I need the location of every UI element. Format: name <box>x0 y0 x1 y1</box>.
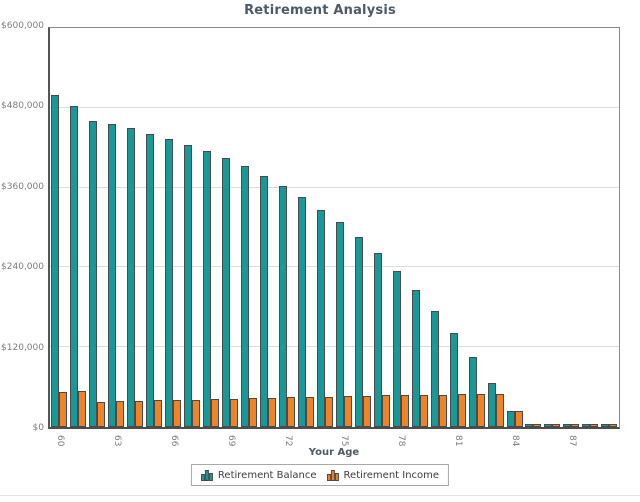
income-bar-age-70 <box>248 398 257 427</box>
y-axis-tick-label: $480,000 <box>1 101 44 112</box>
income-bar-age-63 <box>116 401 125 427</box>
y-axis-tick-label: $600,000 <box>1 21 44 31</box>
balance-bar-age-66 <box>165 139 174 427</box>
balance-bar-age-65 <box>146 133 155 427</box>
balance-bar-age-72 <box>278 186 287 427</box>
income-bar-age-85 <box>533 424 542 427</box>
balance-bar-age-85 <box>525 424 534 427</box>
income-bar-age-71 <box>267 397 276 427</box>
balance-bar-age-81 <box>449 333 458 427</box>
income-bar-age-73 <box>305 397 314 427</box>
balance-bar-age-78 <box>392 271 401 427</box>
legend: Retirement Balance Retirement Income <box>190 464 450 486</box>
balance-bar-age-75 <box>335 222 344 427</box>
x-axis-tick-label: 72 <box>282 435 293 447</box>
x-axis-tick-label: 81 <box>453 435 464 447</box>
legend-label-income: Retirement Income <box>343 469 440 481</box>
income-bar-age-81 <box>457 394 466 427</box>
balance-bar-age-89 <box>601 424 610 427</box>
plot-area <box>48 27 620 429</box>
balance-bar-age-61 <box>70 106 79 427</box>
y-axis-tick-label: $120,000 <box>1 342 44 353</box>
balance-bar-age-87 <box>563 424 572 427</box>
balance-bar-age-82 <box>468 357 477 427</box>
legend-item-balance: Retirement Balance <box>200 469 317 481</box>
x-axis-tick-label: 63 <box>111 435 122 447</box>
income-bar-age-64 <box>135 400 144 427</box>
income-bar-age-87 <box>571 424 580 427</box>
income-bar-age-82 <box>476 394 485 427</box>
y-axis-tick-label: $240,000 <box>1 262 44 273</box>
income-bar-age-77 <box>381 395 390 427</box>
income-bar-age-78 <box>400 394 409 427</box>
income-bar-age-88 <box>590 424 599 427</box>
divider <box>0 495 640 496</box>
balance-bar-age-86 <box>544 424 553 427</box>
income-bar-age-72 <box>286 397 295 427</box>
balance-bar-age-69 <box>222 158 230 427</box>
legend-item-income: Retirement Income <box>326 469 440 481</box>
income-bar-age-84 <box>514 411 523 427</box>
income-bar-age-74 <box>324 396 333 427</box>
balance-bar-age-80 <box>430 311 439 427</box>
balance-bar-age-64 <box>127 127 136 427</box>
income-bar-age-86 <box>552 424 561 427</box>
income-bar-age-83 <box>495 394 504 427</box>
income-bar-age-61 <box>78 391 87 427</box>
gridline <box>50 346 619 348</box>
income-bar-age-65 <box>154 400 163 427</box>
y-axis-tick-label: $0 <box>32 423 44 433</box>
balance-bar-age-74 <box>316 209 325 427</box>
income-bar-age-76 <box>362 395 371 427</box>
balance-bar-age-73 <box>297 196 306 427</box>
balance-bar-age-71 <box>259 176 268 427</box>
balance-bar-age-83 <box>487 383 496 427</box>
income-bar-age-62 <box>97 401 106 427</box>
balance-bar-age-79 <box>411 290 420 427</box>
balance-bar-age-84 <box>506 411 515 427</box>
income-bar-age-68 <box>211 399 220 427</box>
balance-bar-age-63 <box>108 124 117 427</box>
x-axis-title: Your Age <box>308 447 360 458</box>
chart-title: Retirement Analysis <box>244 3 396 18</box>
x-axis-tick-label: 66 <box>168 435 179 447</box>
x-axis-tick-label: 69 <box>225 435 236 447</box>
y-axis-tick-label: $360,000 <box>1 181 44 192</box>
legend-label-balance: Retirement Balance <box>217 469 317 481</box>
x-axis-tick-label: 75 <box>339 435 350 447</box>
income-bar-age-89 <box>609 424 618 427</box>
balance-bar-age-70 <box>240 166 249 427</box>
x-axis-tick-label: 60 <box>54 435 65 447</box>
balance-bar-age-76 <box>354 237 363 427</box>
bar-chart-icon <box>326 470 339 481</box>
income-bar-age-60 <box>59 392 68 427</box>
x-axis-tick-label: 87 <box>567 435 578 447</box>
balance-bar-age-88 <box>582 424 591 427</box>
income-bar-age-75 <box>343 396 352 427</box>
gridline <box>50 186 619 188</box>
balance-bar-age-62 <box>89 121 98 427</box>
income-bar-age-80 <box>438 394 447 427</box>
gridline <box>50 106 619 108</box>
bar-chart-icon <box>200 470 213 481</box>
income-bar-age-67 <box>192 399 201 427</box>
balance-bar-age-77 <box>373 253 382 427</box>
income-bar-age-79 <box>419 394 428 427</box>
x-axis-tick-label: 84 <box>510 435 521 447</box>
income-bar-age-69 <box>230 398 238 427</box>
balance-bar-age-68 <box>203 151 212 427</box>
gridline <box>50 266 619 268</box>
balance-bar-age-60 <box>51 94 60 427</box>
balance-bar-age-67 <box>184 145 193 427</box>
income-bar-age-66 <box>173 399 182 427</box>
x-axis-tick-label: 78 <box>396 435 407 447</box>
